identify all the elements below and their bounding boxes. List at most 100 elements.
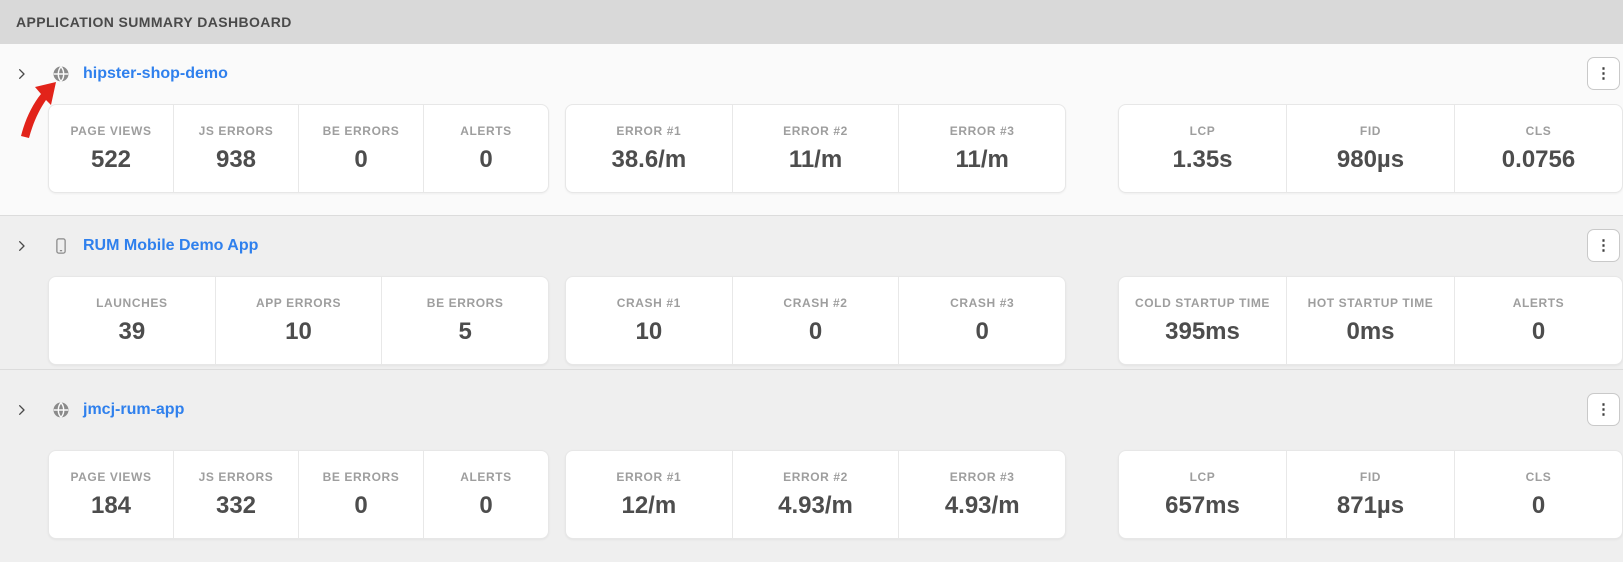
globe-icon bbox=[52, 65, 70, 83]
metric: FID 871µs bbox=[1286, 451, 1454, 538]
metric: COLD STARTUP TIME 395ms bbox=[1119, 277, 1286, 364]
expand-chevron-icon[interactable] bbox=[12, 400, 32, 420]
expand-chevron-icon[interactable] bbox=[12, 64, 32, 84]
usage-metrics-card: LAUNCHES 39 APP ERRORS 10 BE ERRORS 5 bbox=[48, 276, 549, 365]
metric-label: LCP bbox=[1189, 123, 1216, 138]
web-vitals-card: LCP 1.35s FID 980µs CLS 0.0756 bbox=[1118, 104, 1623, 193]
metric: FID 980µs bbox=[1286, 105, 1454, 192]
metric: PAGE VIEWS 184 bbox=[49, 451, 173, 538]
dashboard-header: APPLICATION SUMMARY DASHBOARD bbox=[0, 0, 1623, 44]
metric-label: BE ERRORS bbox=[322, 123, 400, 138]
metric-label: HOT STARTUP TIME bbox=[1307, 295, 1434, 310]
metric-label: ERROR #1 bbox=[616, 469, 682, 484]
metric-label: JS ERRORS bbox=[198, 123, 274, 138]
traffic-metrics-card: PAGE VIEWS 522 JS ERRORS 938 BE ERRORS 0… bbox=[48, 104, 549, 193]
metric-value: 38.6/m bbox=[611, 145, 687, 173]
metric-value: 5 bbox=[458, 317, 472, 345]
metric-label: ERROR #1 bbox=[616, 123, 682, 138]
metric-label: FID bbox=[1359, 123, 1382, 138]
metric-value: 0ms bbox=[1346, 317, 1395, 345]
metric-value: 0 bbox=[808, 317, 823, 345]
metric: ALERTS 0 bbox=[423, 105, 548, 192]
metric-value: 0 bbox=[1531, 491, 1546, 519]
metric: LCP 657ms bbox=[1119, 451, 1286, 538]
metric: LCP 1.35s bbox=[1119, 105, 1286, 192]
startup-metrics-card: COLD STARTUP TIME 395ms HOT STARTUP TIME… bbox=[1118, 276, 1623, 365]
dashboard-title: APPLICATION SUMMARY DASHBOARD bbox=[16, 14, 292, 30]
metric-label: ERROR #3 bbox=[949, 469, 1015, 484]
metric: JS ERRORS 938 bbox=[173, 105, 298, 192]
metric-label: APP ERRORS bbox=[255, 295, 342, 310]
metric: ALERTS 0 bbox=[1454, 277, 1622, 364]
app-section-rum-mobile-demo-app: RUM Mobile Demo App ⋮ LAUNCHES 39 APP ER… bbox=[0, 216, 1623, 370]
top-errors-card: ERROR #1 38.6/m ERROR #2 11/m ERROR #3 1… bbox=[565, 104, 1066, 193]
metric-label: CRASH #2 bbox=[783, 295, 848, 310]
metric-value: 395ms bbox=[1165, 317, 1240, 345]
metric-value: 10 bbox=[635, 317, 663, 345]
metric-value: 332 bbox=[215, 491, 257, 519]
metric: ERROR #2 11/m bbox=[731, 105, 899, 192]
kebab-menu-button[interactable]: ⋮ bbox=[1587, 57, 1620, 90]
metric-label: LCP bbox=[1189, 469, 1216, 484]
metric-value: 4.93/m bbox=[944, 491, 1020, 519]
app-title-link[interactable]: jmcj-rum-app bbox=[83, 401, 185, 418]
metric-label: CRASH #1 bbox=[616, 295, 681, 310]
app-section-jmcj-rum-app: jmcj-rum-app ⋮ PAGE VIEWS 184 JS ERRORS … bbox=[0, 370, 1623, 561]
metric: HOT STARTUP TIME 0ms bbox=[1286, 277, 1454, 364]
top-errors-card: ERROR #1 12/m ERROR #2 4.93/m ERROR #3 4… bbox=[565, 450, 1066, 539]
app-header: jmcj-rum-app ⋮ bbox=[0, 370, 1623, 450]
metric-value: 11/m bbox=[788, 145, 843, 173]
metric-value: 871µs bbox=[1336, 491, 1405, 519]
metric-label: ERROR #3 bbox=[949, 123, 1015, 138]
metric: PAGE VIEWS 522 bbox=[49, 105, 173, 192]
app-header: hipster-shop-demo ⋮ bbox=[0, 44, 1623, 104]
metric: CRASH #3 0 bbox=[898, 277, 1065, 364]
metric-value: 0 bbox=[479, 491, 493, 519]
metric-label: CLS bbox=[1525, 469, 1552, 484]
kebab-menu-button[interactable]: ⋮ bbox=[1587, 393, 1620, 426]
metric-label: ERROR #2 bbox=[783, 469, 848, 484]
metric: ERROR #1 38.6/m bbox=[566, 105, 732, 192]
metric-value: 10 bbox=[285, 317, 312, 345]
metric: CRASH #2 0 bbox=[731, 277, 899, 364]
metric-label: BE ERRORS bbox=[322, 469, 400, 484]
web-vitals-card: LCP 657ms FID 871µs CLS 0 bbox=[1118, 450, 1623, 539]
expand-chevron-icon[interactable] bbox=[12, 236, 32, 256]
metric-label: BE ERRORS bbox=[426, 295, 504, 310]
metric-value: 0 bbox=[1531, 317, 1546, 345]
app-section-hipster-shop-demo: hipster-shop-demo ⋮ PAGE VIEWS 522 JS ER… bbox=[0, 44, 1623, 216]
metric: ERROR #1 12/m bbox=[566, 451, 732, 538]
metric-value: 0.0756 bbox=[1501, 145, 1576, 173]
metric-value: 980µs bbox=[1336, 145, 1405, 173]
metric-label: ALERTS bbox=[460, 469, 512, 484]
metric-cards-row: PAGE VIEWS 522 JS ERRORS 938 BE ERRORS 0… bbox=[48, 104, 1623, 193]
mobile-phone-icon bbox=[52, 237, 70, 255]
metric: ERROR #3 4.93/m bbox=[898, 451, 1065, 538]
metric-label: FID bbox=[1359, 469, 1382, 484]
metric-value: 1.35s bbox=[1172, 145, 1233, 173]
metric-value: 0 bbox=[479, 145, 493, 173]
metric: CRASH #1 10 bbox=[566, 277, 732, 364]
metric-value: 0 bbox=[354, 491, 368, 519]
metric-label: PAGE VIEWS bbox=[70, 469, 152, 484]
metric-cards-row: PAGE VIEWS 184 JS ERRORS 332 BE ERRORS 0… bbox=[48, 450, 1623, 539]
metric-value: 657ms bbox=[1165, 491, 1240, 519]
metric: BE ERRORS 0 bbox=[298, 105, 423, 192]
metric-cards-row: LAUNCHES 39 APP ERRORS 10 BE ERRORS 5 CR… bbox=[48, 276, 1623, 365]
globe-icon bbox=[52, 401, 70, 419]
metric-label: PAGE VIEWS bbox=[70, 123, 152, 138]
metric: BE ERRORS 5 bbox=[381, 277, 548, 364]
metric: ERROR #2 4.93/m bbox=[731, 451, 899, 538]
app-title-link[interactable]: RUM Mobile Demo App bbox=[83, 237, 259, 254]
metric-value: 39 bbox=[118, 317, 146, 345]
metric-label: ERROR #2 bbox=[783, 123, 848, 138]
metric-label: ALERTS bbox=[460, 123, 512, 138]
metric: BE ERRORS 0 bbox=[298, 451, 423, 538]
app-title-link[interactable]: hipster-shop-demo bbox=[83, 65, 228, 82]
metric-value: 0 bbox=[354, 145, 368, 173]
metric-value: 184 bbox=[90, 491, 132, 519]
metric-value: 11/m bbox=[955, 145, 1009, 173]
metric: CLS 0.0756 bbox=[1454, 105, 1622, 192]
kebab-menu-button[interactable]: ⋮ bbox=[1587, 229, 1620, 262]
metric: APP ERRORS 10 bbox=[214, 277, 382, 364]
